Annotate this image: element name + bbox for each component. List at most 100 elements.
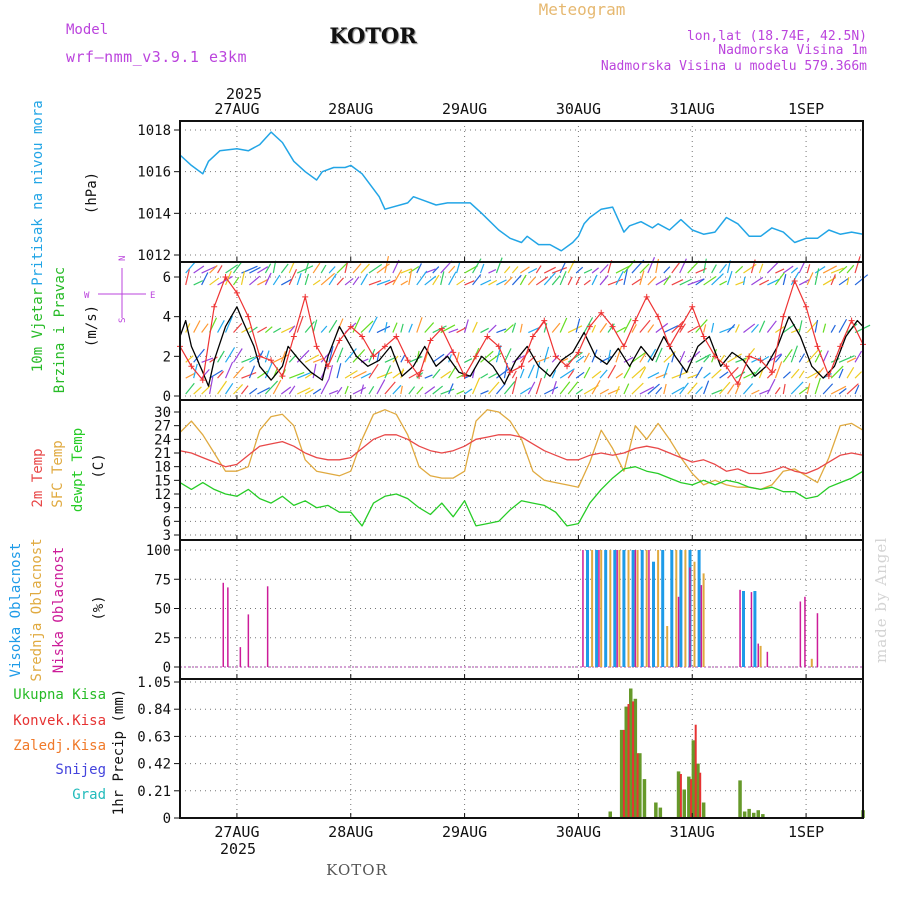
y-tick-label: 0 [163, 389, 171, 405]
tsfc-label: SFC Temp [50, 440, 66, 507]
wind-arrow [416, 386, 424, 395]
sfc-temp-line [179, 409, 864, 491]
wind-gust-marker [336, 337, 343, 344]
wind-gust-marker [427, 337, 434, 344]
wind-arrow [400, 268, 412, 274]
wind-arrow [806, 383, 811, 395]
wind-arrow [679, 366, 684, 379]
wind-arrow [336, 277, 344, 286]
wind-gust-marker [666, 343, 673, 350]
wind-arrow [535, 377, 542, 395]
cloud-low-label: Niska Oblacnost [51, 547, 67, 673]
wind-arrow [209, 369, 223, 379]
wind-arrow [727, 323, 736, 333]
wind-arrow [336, 347, 344, 363]
wind-arrow [822, 350, 829, 363]
wind-arrow [671, 386, 685, 395]
precip-total-bar [687, 776, 691, 818]
precip-total-bar [608, 811, 612, 818]
model-name: wrf—nmm_v3.9.1 e3km [66, 48, 247, 66]
y-tick-label: 0.63 [137, 729, 171, 745]
wind-arrow [503, 266, 511, 274]
cloud-high-bar [652, 561, 655, 667]
wind-arrow [368, 363, 379, 379]
wind-arrow [607, 278, 624, 286]
wind-arrow [759, 389, 771, 395]
wind-arrow [671, 261, 681, 274]
wind-arrow [281, 325, 295, 334]
cloud-high-bar [697, 550, 701, 667]
wind-arrow [408, 386, 416, 395]
wind-arrow [551, 322, 561, 333]
wind-arrow [496, 328, 507, 334]
wind-arrow [775, 326, 785, 334]
wind-arrow [567, 276, 573, 286]
wind-arrow [743, 263, 757, 274]
wind-arrow [766, 378, 776, 395]
wind-arrow [217, 265, 223, 274]
wind-arrow [384, 365, 392, 379]
bottom-year: 2025 [220, 840, 256, 858]
wind-arrow [791, 328, 801, 334]
wind-arrow [543, 368, 549, 379]
wind-arrow [798, 370, 805, 379]
wind-arrow [623, 356, 634, 363]
wind-arrow [846, 357, 857, 363]
wind-arrow [320, 325, 328, 333]
bottom-day-label: 30AUG [556, 823, 601, 841]
wind-arrow [711, 389, 723, 395]
y-tick-label: 2 [163, 349, 171, 365]
wind-arrow [368, 279, 382, 286]
wind-arrow [551, 369, 557, 379]
wind-arrow [854, 384, 860, 395]
cloud-low-bar [816, 613, 819, 667]
wind-arrow [424, 374, 433, 379]
wind-arrow [336, 386, 343, 395]
y-tick-label: 6 [163, 514, 171, 530]
wind-arrow [440, 388, 455, 395]
wind-arrow [185, 355, 194, 363]
wind-arrow [360, 273, 369, 286]
wind-arrow [591, 267, 599, 274]
wind-arrow [488, 279, 498, 286]
cloud-high-bar [742, 591, 745, 667]
wind-arrow [543, 346, 550, 363]
wind-arrow [376, 279, 391, 286]
wind-arrow [448, 365, 457, 379]
wind-arrow [735, 371, 746, 379]
y-tick-label: 100 [146, 543, 171, 559]
wind-arrow [775, 268, 785, 274]
wind-arrow [727, 353, 742, 363]
wind-arrow [328, 266, 336, 274]
wind-arrow [623, 383, 630, 395]
wind-arrow [750, 323, 759, 333]
precip-conv-bar [622, 729, 625, 818]
wind-arrow [711, 322, 715, 333]
y-tick-label: 0.42 [137, 757, 171, 773]
wind-arrow [225, 264, 239, 274]
wind-arrow [288, 325, 296, 333]
wind-arrow [806, 264, 811, 274]
wind-arrow [249, 275, 261, 286]
wind-arrow [679, 258, 687, 274]
wind-arrow [344, 261, 349, 274]
wind-arrow [695, 353, 711, 363]
wind-arrow [583, 317, 594, 333]
wind-arrow [647, 348, 657, 363]
wind-gust-marker [347, 323, 354, 330]
compass-s: S [118, 318, 128, 323]
cloud-low-bar [634, 550, 637, 667]
precip-total-bar [642, 779, 647, 818]
wind-arrow [384, 279, 396, 286]
wind-arrow [838, 265, 848, 274]
wind-arrow [790, 267, 799, 274]
precip-total-bar [682, 789, 686, 818]
precip-total-bar [654, 802, 658, 818]
wind-arrow [647, 276, 657, 286]
precip-hail-label: Grad [72, 787, 106, 803]
wind-arrow [273, 354, 290, 363]
wind-arrow [575, 355, 585, 363]
wind-arrow [209, 376, 214, 395]
y-tick-label: 0 [163, 660, 171, 676]
wind-arrow [782, 371, 791, 379]
